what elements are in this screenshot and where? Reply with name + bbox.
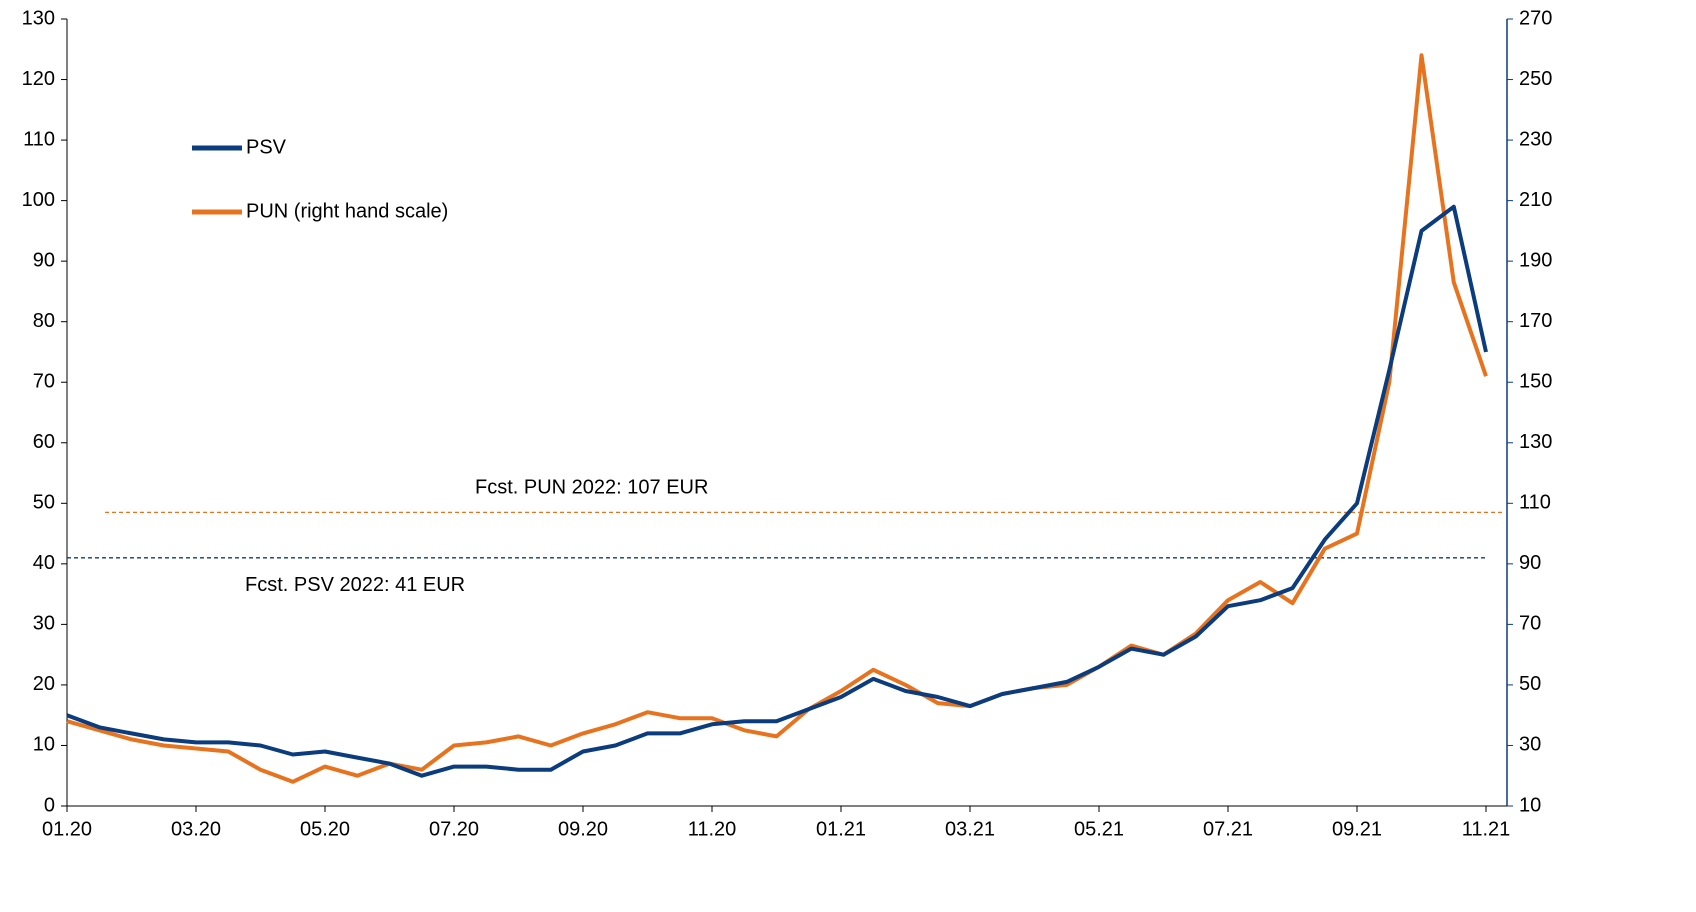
y2-tick-label: 190 (1519, 249, 1552, 271)
y-tick-label: 100 (22, 189, 55, 211)
x-tick-label: 01.21 (816, 818, 866, 840)
y-tick-label: 10 (33, 734, 55, 756)
y-tick-label: 80 (33, 310, 55, 332)
legend-label: PUN (right hand scale) (246, 200, 448, 222)
y-tick-label: 120 (22, 68, 55, 90)
y2-tick-label: 150 (1519, 371, 1552, 393)
y-tick-label: 20 (33, 673, 55, 695)
x-tick-label: 05.20 (300, 818, 350, 840)
y-tick-label: 110 (23, 128, 55, 150)
x-tick-label: 09.21 (1332, 818, 1382, 840)
x-tick-label: 11.20 (688, 818, 737, 840)
y-tick-label: 70 (33, 371, 55, 393)
forecast-label: Fcst. PSV 2022: 41 EUR (245, 574, 465, 596)
y2-tick-label: 130 (1519, 431, 1552, 453)
y-tick-label: 130 (22, 7, 55, 29)
y-tick-label: 30 (33, 613, 55, 635)
x-tick-label: 07.21 (1203, 818, 1253, 840)
y2-tick-label: 70 (1519, 613, 1541, 635)
y-tick-label: 50 (33, 492, 55, 514)
x-tick-label: 11.21 (1462, 818, 1511, 840)
x-tick-label: 05.21 (1074, 818, 1124, 840)
y-tick-label: 90 (33, 249, 55, 271)
y-tick-label: 40 (33, 552, 55, 574)
y2-tick-label: 270 (1519, 7, 1552, 29)
forecast-label: Fcst. PUN 2022: 107 EUR (475, 477, 708, 499)
y2-tick-label: 30 (1519, 734, 1541, 756)
x-tick-label: 03.20 (171, 818, 221, 840)
y2-tick-label: 250 (1519, 68, 1552, 90)
x-tick-label: 01.20 (42, 818, 92, 840)
y2-tick-label: 210 (1519, 189, 1552, 211)
series-line (66, 53, 1488, 784)
y2-tick-label: 230 (1519, 128, 1552, 150)
y2-tick-label: 50 (1519, 673, 1541, 695)
y-tick-label: 60 (33, 431, 55, 453)
x-tick-label: 07.20 (429, 818, 479, 840)
y2-tick-label: 90 (1519, 552, 1541, 574)
y2-tick-label: 110 (1519, 492, 1551, 514)
y2-tick-label: 170 (1519, 310, 1552, 332)
y2-tick-label: 10 (1519, 794, 1541, 816)
x-tick-label: 03.21 (945, 818, 995, 840)
series-line (66, 204, 1488, 778)
x-tick-label: 09.20 (558, 818, 608, 840)
legend-label: PSV (246, 136, 287, 158)
y-tick-label: 0 (44, 794, 55, 816)
